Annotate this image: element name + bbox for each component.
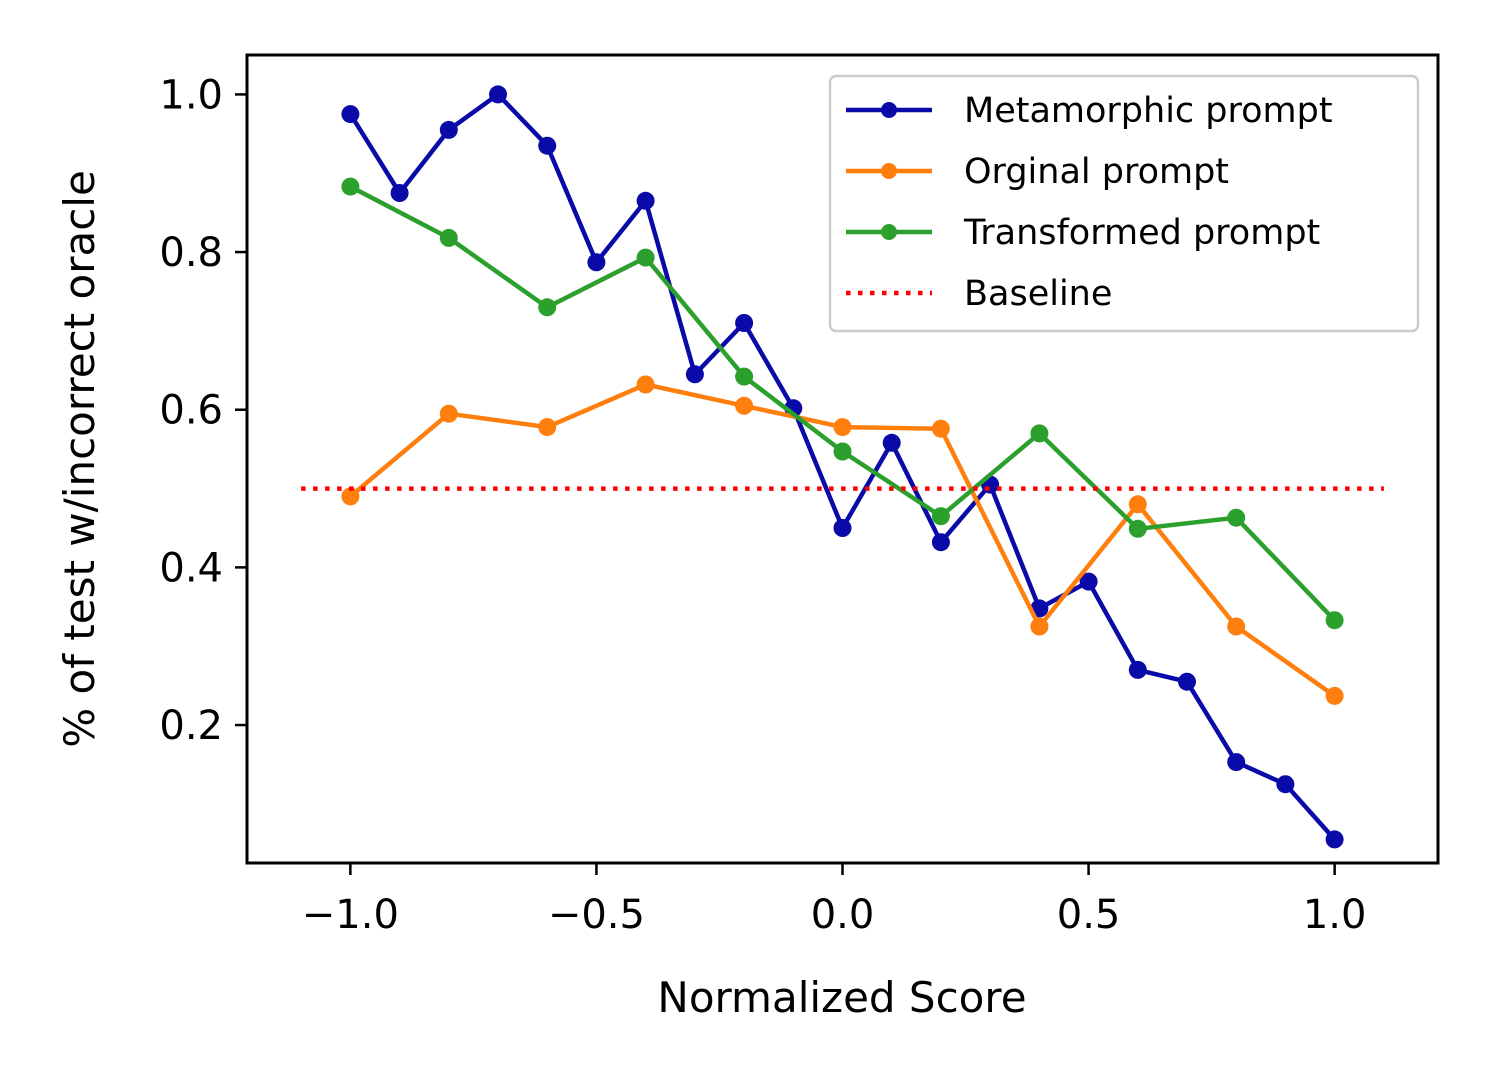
series-orginal-prompt <box>341 375 1344 705</box>
data-point <box>489 85 507 104</box>
legend-item: Transformed prompt <box>846 213 1320 253</box>
legend-marker <box>881 163 897 179</box>
data-point <box>538 136 557 155</box>
x-tick-label: −1.0 <box>302 892 399 938</box>
data-point <box>390 184 409 202</box>
data-point <box>341 487 360 506</box>
legend-label: Orginal prompt <box>964 152 1229 192</box>
x-axis-label: Normalized Score <box>657 973 1026 1022</box>
x-tick-label: 0.5 <box>1057 892 1121 938</box>
x-tick-label: 0.0 <box>811 892 875 938</box>
data-point <box>636 191 655 210</box>
data-point <box>1227 617 1246 636</box>
x-tick-label: 1.0 <box>1303 892 1367 938</box>
legend-item: Orginal prompt <box>846 152 1229 192</box>
data-point <box>1128 519 1147 538</box>
data-point <box>1079 572 1098 591</box>
data-point <box>636 248 655 267</box>
data-point <box>1227 753 1246 772</box>
data-point <box>882 433 901 452</box>
series-metamorphic-prompt <box>341 85 1344 849</box>
x-tick-label: −0.5 <box>548 892 645 938</box>
y-tick-label: 1.0 <box>159 72 223 118</box>
data-point <box>735 396 754 415</box>
legend-box <box>828 74 1420 333</box>
data-point <box>833 418 852 437</box>
legend-marker <box>881 224 897 240</box>
data-point <box>1030 617 1049 636</box>
data-point <box>833 519 852 537</box>
legend-label: Baseline <box>964 274 1112 314</box>
data-point <box>931 419 950 438</box>
data-point <box>833 442 852 461</box>
data-point <box>439 404 458 423</box>
data-point <box>1030 424 1049 443</box>
data-point <box>1276 775 1295 794</box>
data-point <box>735 367 754 386</box>
legend-item: Metamorphic prompt <box>846 91 1333 131</box>
data-point <box>1325 611 1344 630</box>
data-point <box>636 375 655 394</box>
legend-label: Metamorphic prompt <box>964 91 1333 131</box>
data-point <box>587 253 606 272</box>
data-point <box>1128 495 1147 514</box>
data-point <box>735 314 754 332</box>
data-point <box>439 228 458 247</box>
x-axis: −1.0 −0.5 0.0 0.5 1.0 <box>302 863 1367 938</box>
data-point <box>1128 660 1147 679</box>
data-point <box>439 120 458 139</box>
y-tick-label: 0.8 <box>159 230 223 276</box>
data-point <box>1178 672 1196 691</box>
data-point <box>341 177 360 196</box>
legend: Metamorphic prompt Orginal prompt Transfor… <box>828 74 1420 333</box>
y-tick-label: 0.2 <box>159 703 223 749</box>
data-point <box>1325 830 1344 849</box>
y-tick-label: 0.6 <box>159 388 223 434</box>
y-tick-label: 0.4 <box>159 545 223 591</box>
data-point <box>1325 686 1344 705</box>
series-transformed-prompt <box>341 177 1344 630</box>
data-point <box>931 507 950 526</box>
data-point <box>341 105 360 124</box>
legend-item: Baseline <box>846 274 1112 314</box>
y-axis-label: % of test w/incorrect oracle <box>55 170 104 748</box>
data-point <box>931 533 950 552</box>
legend-marker <box>881 102 897 118</box>
data-point <box>685 365 704 384</box>
y-axis: 0.2 0.4 0.6 0.8 1.0 <box>159 72 247 749</box>
data-point <box>538 298 557 317</box>
data-point <box>1227 508 1246 527</box>
series-layer <box>301 85 1384 849</box>
data-point <box>538 418 557 437</box>
legend-label: Transformed prompt <box>963 213 1320 253</box>
